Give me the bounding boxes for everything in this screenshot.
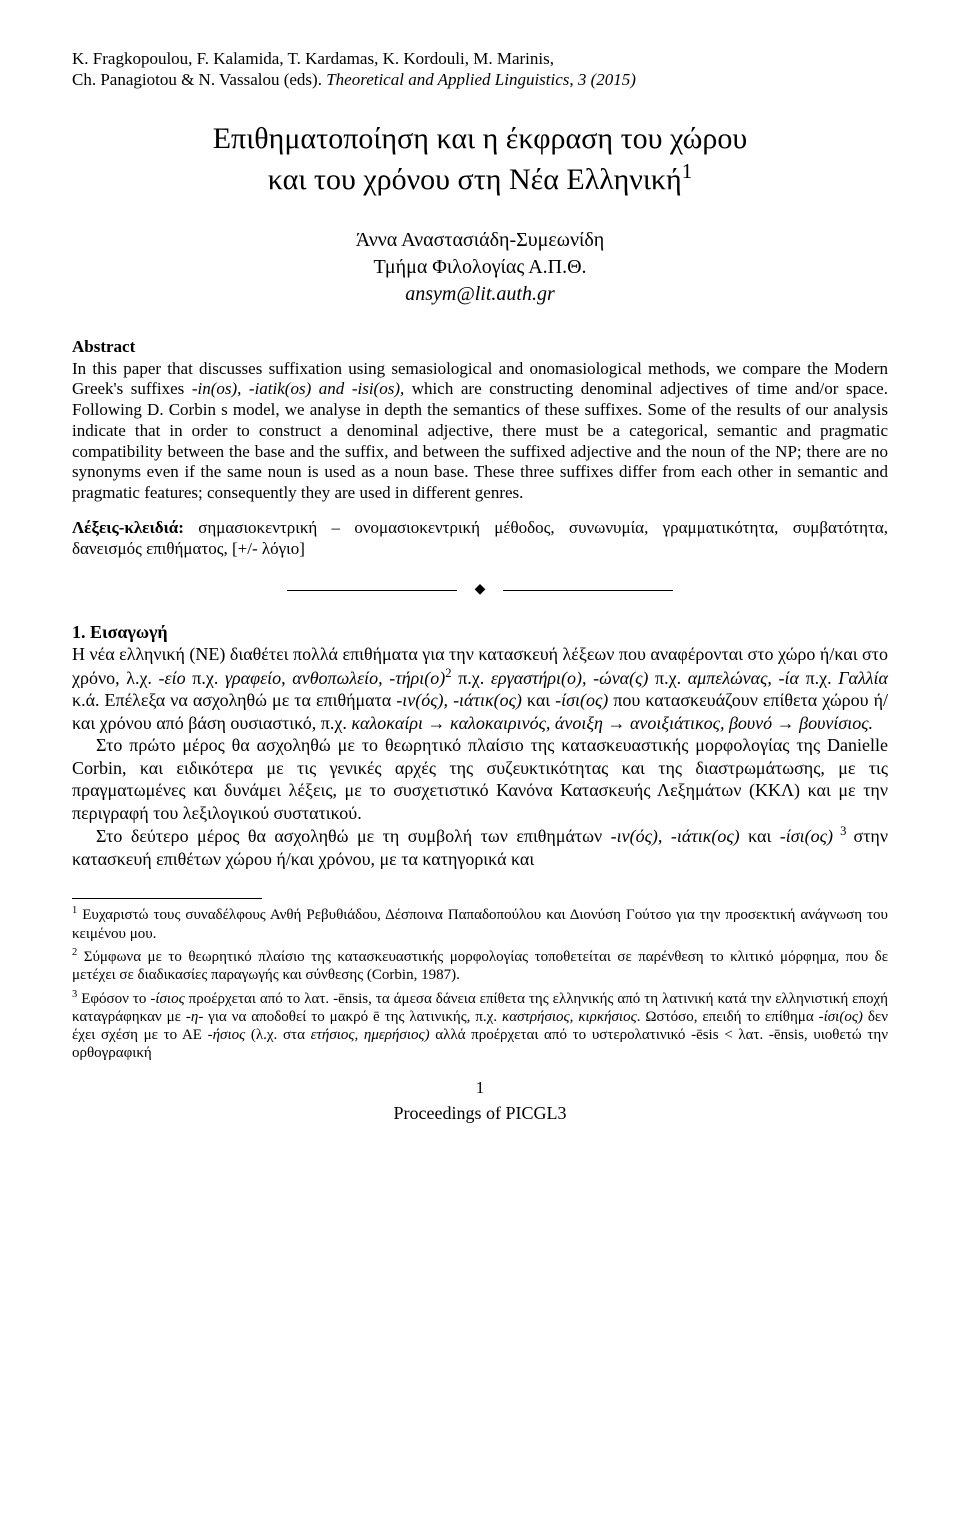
section-1-p3: Στο δεύτερο μέρος θα ασχοληθώ με τη συμβ… xyxy=(72,824,888,870)
page-number: 1 xyxy=(72,1077,888,1098)
p1-text-m: και xyxy=(522,690,555,710)
divider-line-right xyxy=(503,590,673,591)
title-line1: Επιθηματοποίηση και η έκφραση του χώρου xyxy=(213,122,748,155)
p1-text-k: κ.ά. Επέλεξα να ασχοληθώ με τα επιθήματα xyxy=(72,690,396,710)
f3-examples-l: ετήσιος, ημερήσιος) xyxy=(311,1027,430,1043)
footnote-separator xyxy=(72,898,262,899)
f3-examples-f: καστρήσιος, κιρκήσιος xyxy=(502,1009,637,1025)
p1-text-e: π.χ. xyxy=(452,668,491,688)
header-authors-line2: Ch. Panagiotou & N. Vassalou (eds). Theo… xyxy=(72,69,888,90)
p1-examples-f: εργαστήρι(ο), -ώνα(ς) xyxy=(491,668,649,688)
f3-suffix-j: -ήσιος xyxy=(208,1027,246,1043)
footnote-1: 1 Ευχαριστώ τους συναδέλφους Ανθή Ρεβυθι… xyxy=(72,905,888,943)
header-authors-line1: K. Fragkopoulou, F. Kalamida, T. Kardama… xyxy=(72,48,888,69)
p1-text-i: π.χ. xyxy=(799,668,838,688)
f3-text-a: Εφόσον το xyxy=(77,991,150,1007)
section-1-body: Η νέα ελληνική (ΝΕ) διαθέτει πολλά επιθή… xyxy=(72,643,888,870)
footnote-1-text: Ευχαριστώ τους συναδέλφους Ανθή Ρεβυθιάδ… xyxy=(72,907,888,941)
section-1-p1: Η νέα ελληνική (ΝΕ) διαθέτει πολλά επιθή… xyxy=(72,643,888,734)
footnote-2-text: Σύμφωνα με το θεωρητικό πλαίσιο της κατα… xyxy=(72,949,888,983)
diamond-icon: ◆ xyxy=(475,581,486,599)
p1-examples-h: αμπελώνας, -ία xyxy=(688,668,799,688)
section-1-heading: 1. Εισαγωγή xyxy=(72,621,888,644)
p1-examples-p: καλοκαίρι → καλοκαιρινός, άνοιξη → ανοιξ… xyxy=(351,713,873,733)
header-journal: Theoretical and Applied Linguistics, 3 (… xyxy=(326,70,636,89)
f3-text-g: . Ωστόσο, επειδή το επίθημα xyxy=(637,1009,819,1025)
keywords-block: Λέξεις-κλειδιά: σημασιοκεντρική – ονομασ… xyxy=(72,518,888,559)
keywords-label: Λέξεις-κλειδιά: xyxy=(72,518,198,537)
paper-title: Επιθηματοποίηση και η έκφραση του χώρου … xyxy=(72,119,888,199)
abstract-body: In this paper that discusses suffixation… xyxy=(72,359,888,504)
header-editors: Ch. Panagiotou & N. Vassalou (eds). xyxy=(72,70,326,89)
proceedings-label: Proceedings of PICGL3 xyxy=(72,1102,888,1125)
p1-text-c: π.χ. xyxy=(186,668,225,688)
title-footnote-ref: 1 xyxy=(682,159,693,183)
p1-example-gallia: Γαλλία xyxy=(838,668,888,688)
author-affiliation: Τμήμα Φιλολογίας Α.Π.Θ. xyxy=(72,254,888,281)
f3-isios: -ίσιος xyxy=(150,991,184,1007)
p1-suffixes-l: -ιν(ός), -ιάτικ(ος) xyxy=(396,690,522,710)
p1-text-g: π.χ. xyxy=(648,668,687,688)
f3-text-k: (λ.χ. στα xyxy=(245,1027,310,1043)
footnote-3: 3 Εφόσον το -ίσιος προέρχεται από το λατ… xyxy=(72,989,888,1063)
section-divider: ◆ xyxy=(72,581,888,599)
section-1-p2: Στο πρώτο μέρος θα ασχοληθώ με το θεωρητ… xyxy=(72,734,888,824)
abstract-suffixes: -in(os), -iatik(os) and -isi(os), xyxy=(192,379,404,398)
abstract-heading: Abstract xyxy=(72,336,888,357)
p3-text-a: Στο δεύτερο μέρος θα ασχοληθώ με τη συμβ… xyxy=(96,826,611,846)
author-name: Άννα Αναστασιάδη-Συμεωνίδη xyxy=(72,227,888,254)
title-line2: και του χρόνου στη Νέα Ελληνική xyxy=(268,163,682,196)
f3-eta: -η- xyxy=(186,1009,203,1025)
p3-text-c: και xyxy=(740,826,780,846)
p3-footnote-3: 3 xyxy=(833,824,854,838)
p3-suffix-d: -ίσι(ος) xyxy=(780,826,833,846)
author-block: Άννα Αναστασιάδη-Συμεωνίδη Τμήμα Φιλολογ… xyxy=(72,227,888,308)
footnote-2: 2 Σύμφωνα με το θεωρητικό πλαίσιο της κα… xyxy=(72,947,888,985)
footnotes-block: 1 Ευχαριστώ τους συναδέλφους Ανθή Ρεβυθι… xyxy=(72,905,888,1062)
p3-suffixes-b: -ιν(ός), -ιάτικ(ος) xyxy=(611,826,740,846)
author-email: ansym@lit.auth.gr xyxy=(72,281,888,308)
p1-suffix-eio: -είο xyxy=(159,668,186,688)
p1-suffix-isios: -ίσι(ος) xyxy=(555,690,608,710)
divider-line-left xyxy=(287,590,457,591)
p1-examples-d: γραφείο, ανθοπωλείο, -τήρι(ο) xyxy=(225,668,445,688)
f3-text-e: για να αποδοθεί το μακρό ē της λατινικής… xyxy=(203,1009,502,1025)
f3-suffix-h: -ίσι(ος) xyxy=(819,1009,863,1025)
